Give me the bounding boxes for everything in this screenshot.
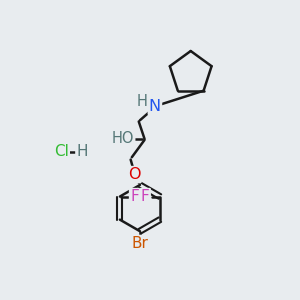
- Text: F: F: [141, 189, 150, 204]
- Text: H: H: [137, 94, 148, 109]
- Text: H: H: [76, 144, 88, 159]
- Text: HO: HO: [112, 131, 134, 146]
- Text: F: F: [130, 189, 139, 204]
- Text: Br: Br: [131, 236, 148, 251]
- Text: Cl: Cl: [54, 144, 69, 159]
- Text: N: N: [149, 99, 161, 114]
- Text: O: O: [128, 167, 140, 182]
